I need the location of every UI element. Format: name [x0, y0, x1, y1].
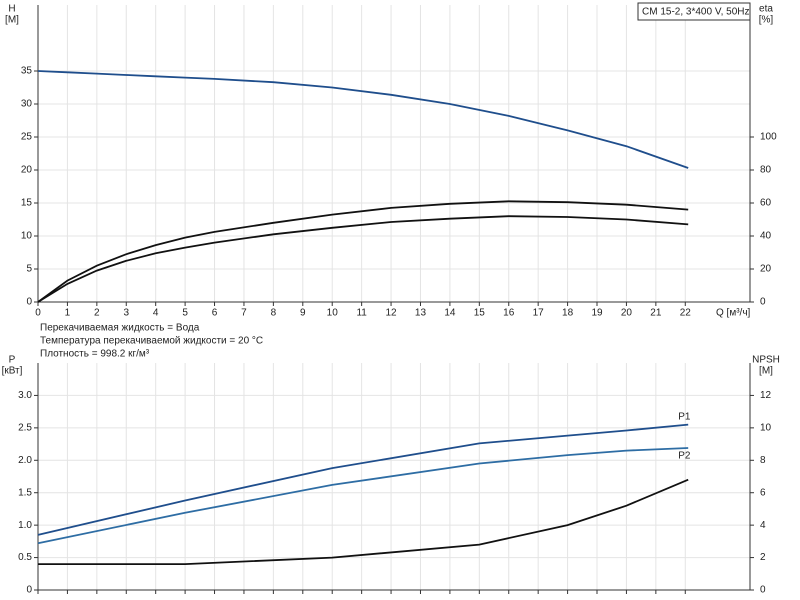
x-tick-label: 0	[35, 308, 41, 319]
y-tick-label: 0	[26, 297, 32, 308]
annotation: Перекачиваемая жидкость = Вода	[40, 323, 200, 334]
y-axis-label: P	[9, 355, 16, 366]
x-tick-label: 12	[385, 308, 397, 319]
x-tick-label: 16	[503, 308, 515, 319]
x-tick-label: 4	[153, 308, 159, 319]
annotation: Плотность = 998.2 кг/м³	[40, 349, 150, 360]
x-tick-label: 1	[65, 308, 71, 319]
series-line	[37, 423, 689, 536]
x-tick-label: 2	[94, 308, 100, 319]
x-tick-label: 17	[533, 308, 545, 319]
y2-tick-label: 8	[760, 455, 766, 466]
y-tick-label: 1.0	[18, 520, 32, 531]
x-tick-label: 10	[327, 308, 339, 319]
y2-axis-label: NPSH	[752, 355, 780, 366]
title-box	[637, 2, 751, 21]
x-tick-label: 20	[621, 308, 633, 319]
y2-tick-label: 12	[760, 390, 772, 401]
x-tick-label: 11	[356, 308, 367, 319]
x-tick-label: 3	[123, 308, 129, 319]
y2-tick-label: 60	[760, 198, 772, 209]
y-tick-label: 25	[21, 132, 33, 143]
y2-axis-label: [%]	[759, 15, 774, 26]
y2-tick-label: 80	[760, 165, 772, 176]
y-tick-label: 2.0	[18, 455, 32, 466]
y-tick-label: 2.5	[18, 422, 32, 433]
y-tick-label: 20	[21, 165, 33, 176]
y2-tick-label: 6	[760, 487, 766, 498]
x-tick-label: 5	[182, 308, 188, 319]
y-tick-label: 15	[21, 198, 33, 209]
annotation: Температура перекачиваемой жидкости = 20…	[40, 336, 263, 347]
series-line	[37, 215, 689, 303]
x-axis-label: Q [м³/ч]	[716, 308, 751, 319]
y2-tick-label: 2	[760, 552, 766, 563]
x-tick-label: 7	[241, 308, 247, 319]
y2-axis-label: [M]	[759, 366, 773, 377]
y2-tick-label: 4	[760, 520, 766, 531]
y-tick-label: 3.0	[18, 390, 32, 401]
x-tick-label: 6	[212, 308, 218, 319]
y2-tick-label: 0	[760, 585, 766, 596]
y-axis-label: H	[8, 4, 15, 15]
y-tick-label: 0	[26, 585, 32, 596]
series-line	[37, 70, 689, 169]
y2-axis-label: eta	[759, 4, 773, 15]
x-tick-label: 18	[562, 308, 574, 319]
y2-tick-label: 40	[760, 231, 772, 242]
y2-tick-label: 20	[760, 264, 772, 275]
series-label: P2	[678, 451, 691, 462]
series-line	[37, 200, 689, 303]
x-tick-label: 21	[650, 308, 662, 319]
y-tick-label: 30	[21, 99, 33, 110]
y2-tick-label: 0	[760, 297, 766, 308]
y-tick-label: 5	[26, 264, 32, 275]
x-tick-label: 15	[474, 308, 486, 319]
chart-title: CM 15-2, 3*400 V, 50Hz	[642, 7, 749, 18]
y-tick-label: 0.5	[18, 552, 32, 563]
x-tick-label: 8	[271, 308, 277, 319]
y-axis-label: [M]	[5, 15, 19, 26]
y-tick-label: 10	[21, 231, 33, 242]
x-tick-label: 22	[680, 308, 692, 319]
series-label: P1	[678, 411, 691, 422]
x-tick-label: 9	[300, 308, 306, 319]
y-tick-label: 35	[21, 66, 33, 77]
y2-tick-label: 100	[760, 132, 777, 143]
series-line	[37, 447, 689, 545]
x-tick-label: 13	[415, 308, 427, 319]
y-tick-label: 1.5	[18, 487, 32, 498]
y-axis-label: [кВт]	[2, 366, 23, 377]
y2-tick-label: 10	[760, 422, 772, 433]
x-tick-label: 14	[444, 308, 456, 319]
x-tick-label: 19	[591, 308, 603, 319]
series-line	[38, 478, 689, 565]
